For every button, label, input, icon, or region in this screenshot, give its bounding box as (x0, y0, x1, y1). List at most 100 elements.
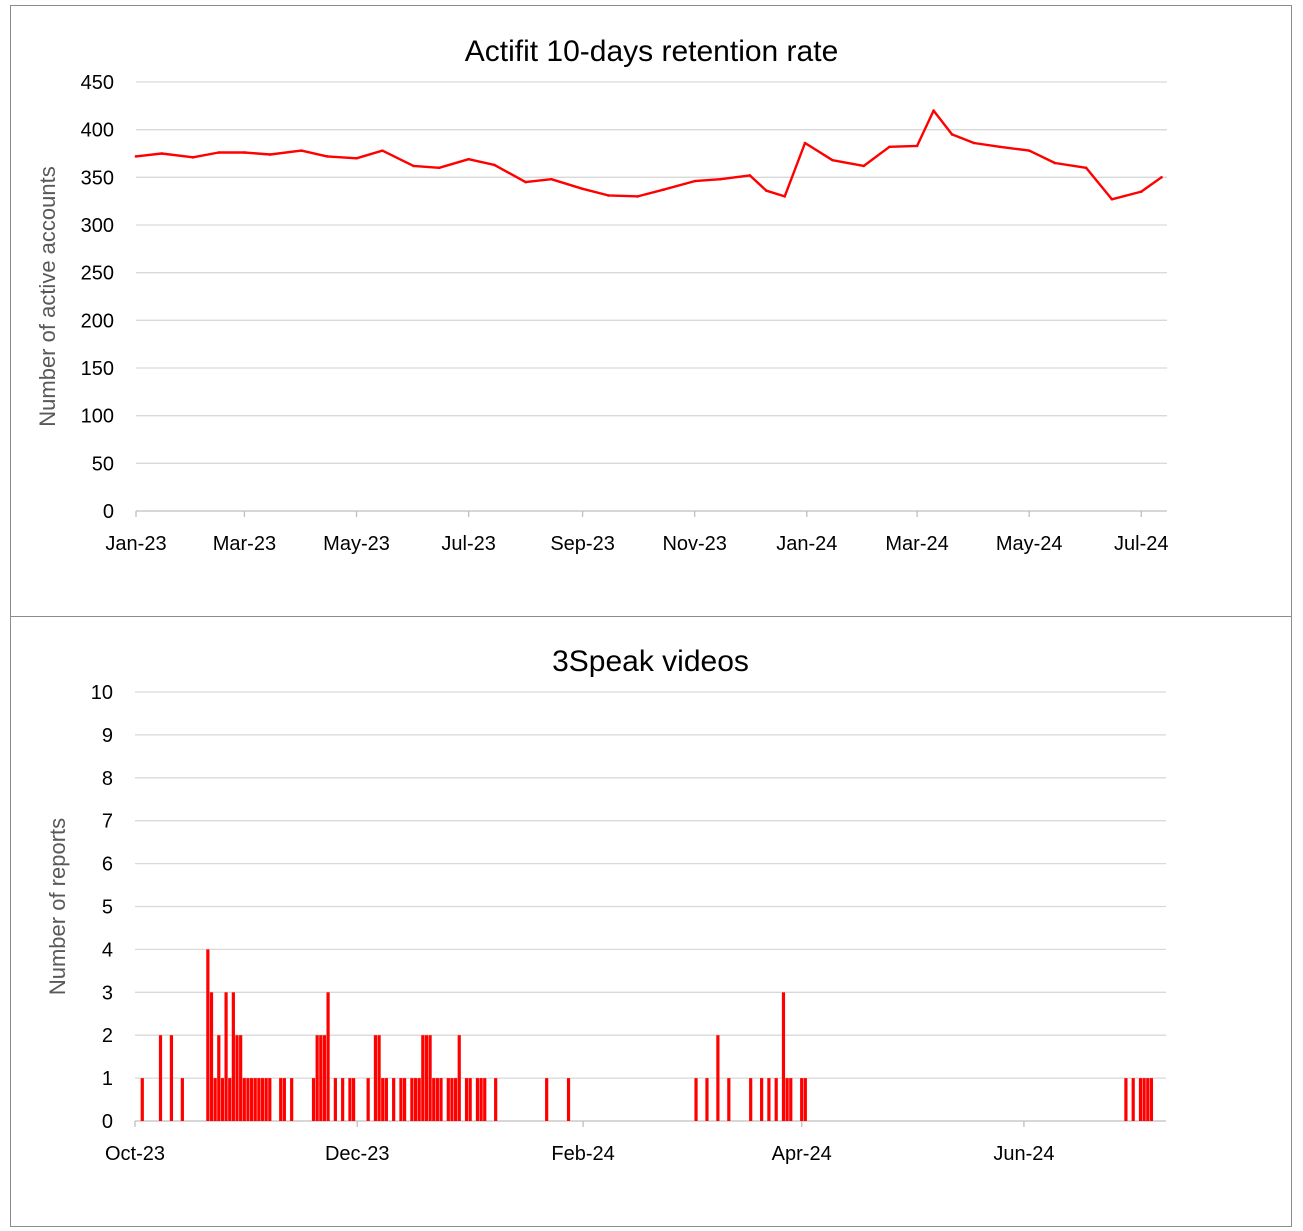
data-point (693, 179, 696, 183)
bar (705, 1078, 709, 1121)
data-point (217, 151, 221, 154)
bar (279, 1078, 283, 1121)
bar (435, 1078, 439, 1121)
bar (158, 1035, 163, 1121)
bar (348, 1078, 352, 1121)
y-tick-label: 1 (102, 1068, 113, 1090)
bar (1146, 1078, 1150, 1121)
bar (257, 1078, 261, 1121)
bar (402, 1078, 407, 1121)
bar (213, 1078, 217, 1121)
bar (421, 1035, 425, 1121)
bar (417, 1078, 421, 1121)
bar (392, 1078, 396, 1121)
retention-line-chart: Actifit 10-days retention rate 0 50 100 150 2… (35, 35, 1169, 555)
bar (282, 1078, 286, 1121)
bar (366, 1078, 370, 1121)
data-point (1053, 161, 1057, 165)
bar (483, 1078, 487, 1121)
bar (220, 1078, 225, 1121)
data-point (1110, 197, 1114, 201)
bar (494, 1078, 498, 1121)
x-tick-label: Jul-23 (441, 533, 495, 555)
y-tick-label: 8 (102, 768, 113, 790)
x-tick-label: May-23 (323, 533, 390, 555)
data-point (831, 158, 834, 162)
bar (479, 1078, 483, 1121)
y-tick-label: 300 (81, 215, 114, 237)
bar (716, 1035, 720, 1121)
data-point (748, 174, 752, 177)
bar (246, 1078, 250, 1121)
x-tick-label: Dec-23 (325, 1143, 389, 1165)
bar (140, 1078, 144, 1121)
x-tick-label: Mar-23 (213, 533, 276, 555)
bar (217, 1035, 221, 1121)
y-tick-label: 4 (102, 939, 113, 961)
x-tick-label: Jun-24 (993, 1143, 1054, 1165)
bar (1142, 1078, 1146, 1121)
x-tick-label: May-24 (996, 533, 1063, 555)
bar (228, 1078, 232, 1121)
bar (450, 1078, 454, 1121)
x-tick-label: Feb-24 (551, 1143, 614, 1165)
x-tick-label: Apr-24 (772, 1143, 832, 1165)
data-point (380, 149, 384, 152)
bar (785, 1078, 789, 1121)
bar (381, 1078, 385, 1121)
data-point (437, 166, 441, 170)
bar (206, 949, 210, 1121)
data-point (412, 164, 415, 168)
y-tick-label: 250 (81, 263, 114, 285)
y-tick-label: 7 (102, 811, 113, 833)
data-point (932, 109, 935, 112)
bar (453, 1078, 458, 1121)
bar (432, 1078, 436, 1121)
bar (410, 1078, 414, 1121)
bar (180, 1078, 184, 1121)
bar (727, 1078, 731, 1121)
bar (475, 1078, 480, 1121)
bar (242, 1078, 246, 1121)
bar (428, 1035, 432, 1121)
y-tick-label: 150 (81, 358, 114, 380)
bar (169, 1035, 174, 1121)
bar (1138, 1078, 1143, 1121)
bar (377, 1035, 381, 1121)
bar (239, 1035, 243, 1121)
x-tick-label: Jan-24 (776, 533, 837, 555)
bar (209, 992, 214, 1121)
bar (413, 1078, 418, 1121)
bar (446, 1078, 450, 1121)
data-point (243, 151, 246, 154)
data-point (998, 145, 1002, 149)
y-tick-label: 3 (102, 982, 113, 1004)
bar (351, 1078, 356, 1121)
bar (749, 1078, 753, 1121)
data-point (160, 152, 164, 155)
data-point (915, 144, 919, 148)
bar (253, 1078, 257, 1121)
bar (373, 1035, 378, 1121)
bar (319, 1035, 323, 1121)
data-point (550, 177, 553, 181)
bar (694, 1078, 698, 1121)
y-tick-label: 350 (81, 167, 114, 189)
y-tick-label: 400 (81, 120, 114, 142)
y-tick-label: 0 (102, 1111, 113, 1133)
bar (290, 1078, 294, 1121)
y-tick-label: 450 (81, 72, 114, 94)
data-point (803, 141, 807, 145)
data-point (355, 156, 358, 160)
data-point (607, 194, 610, 197)
bar (399, 1078, 403, 1121)
bar (457, 1035, 461, 1121)
data-point (972, 141, 976, 145)
data-point (950, 133, 954, 136)
x-tick-label: Jul-24 (1114, 533, 1168, 555)
data-point (134, 155, 138, 158)
x-tick-label: Oct-23 (105, 1143, 165, 1165)
data-point (325, 155, 329, 158)
x-tick-label: Jan-23 (105, 533, 166, 555)
bar (326, 992, 330, 1121)
